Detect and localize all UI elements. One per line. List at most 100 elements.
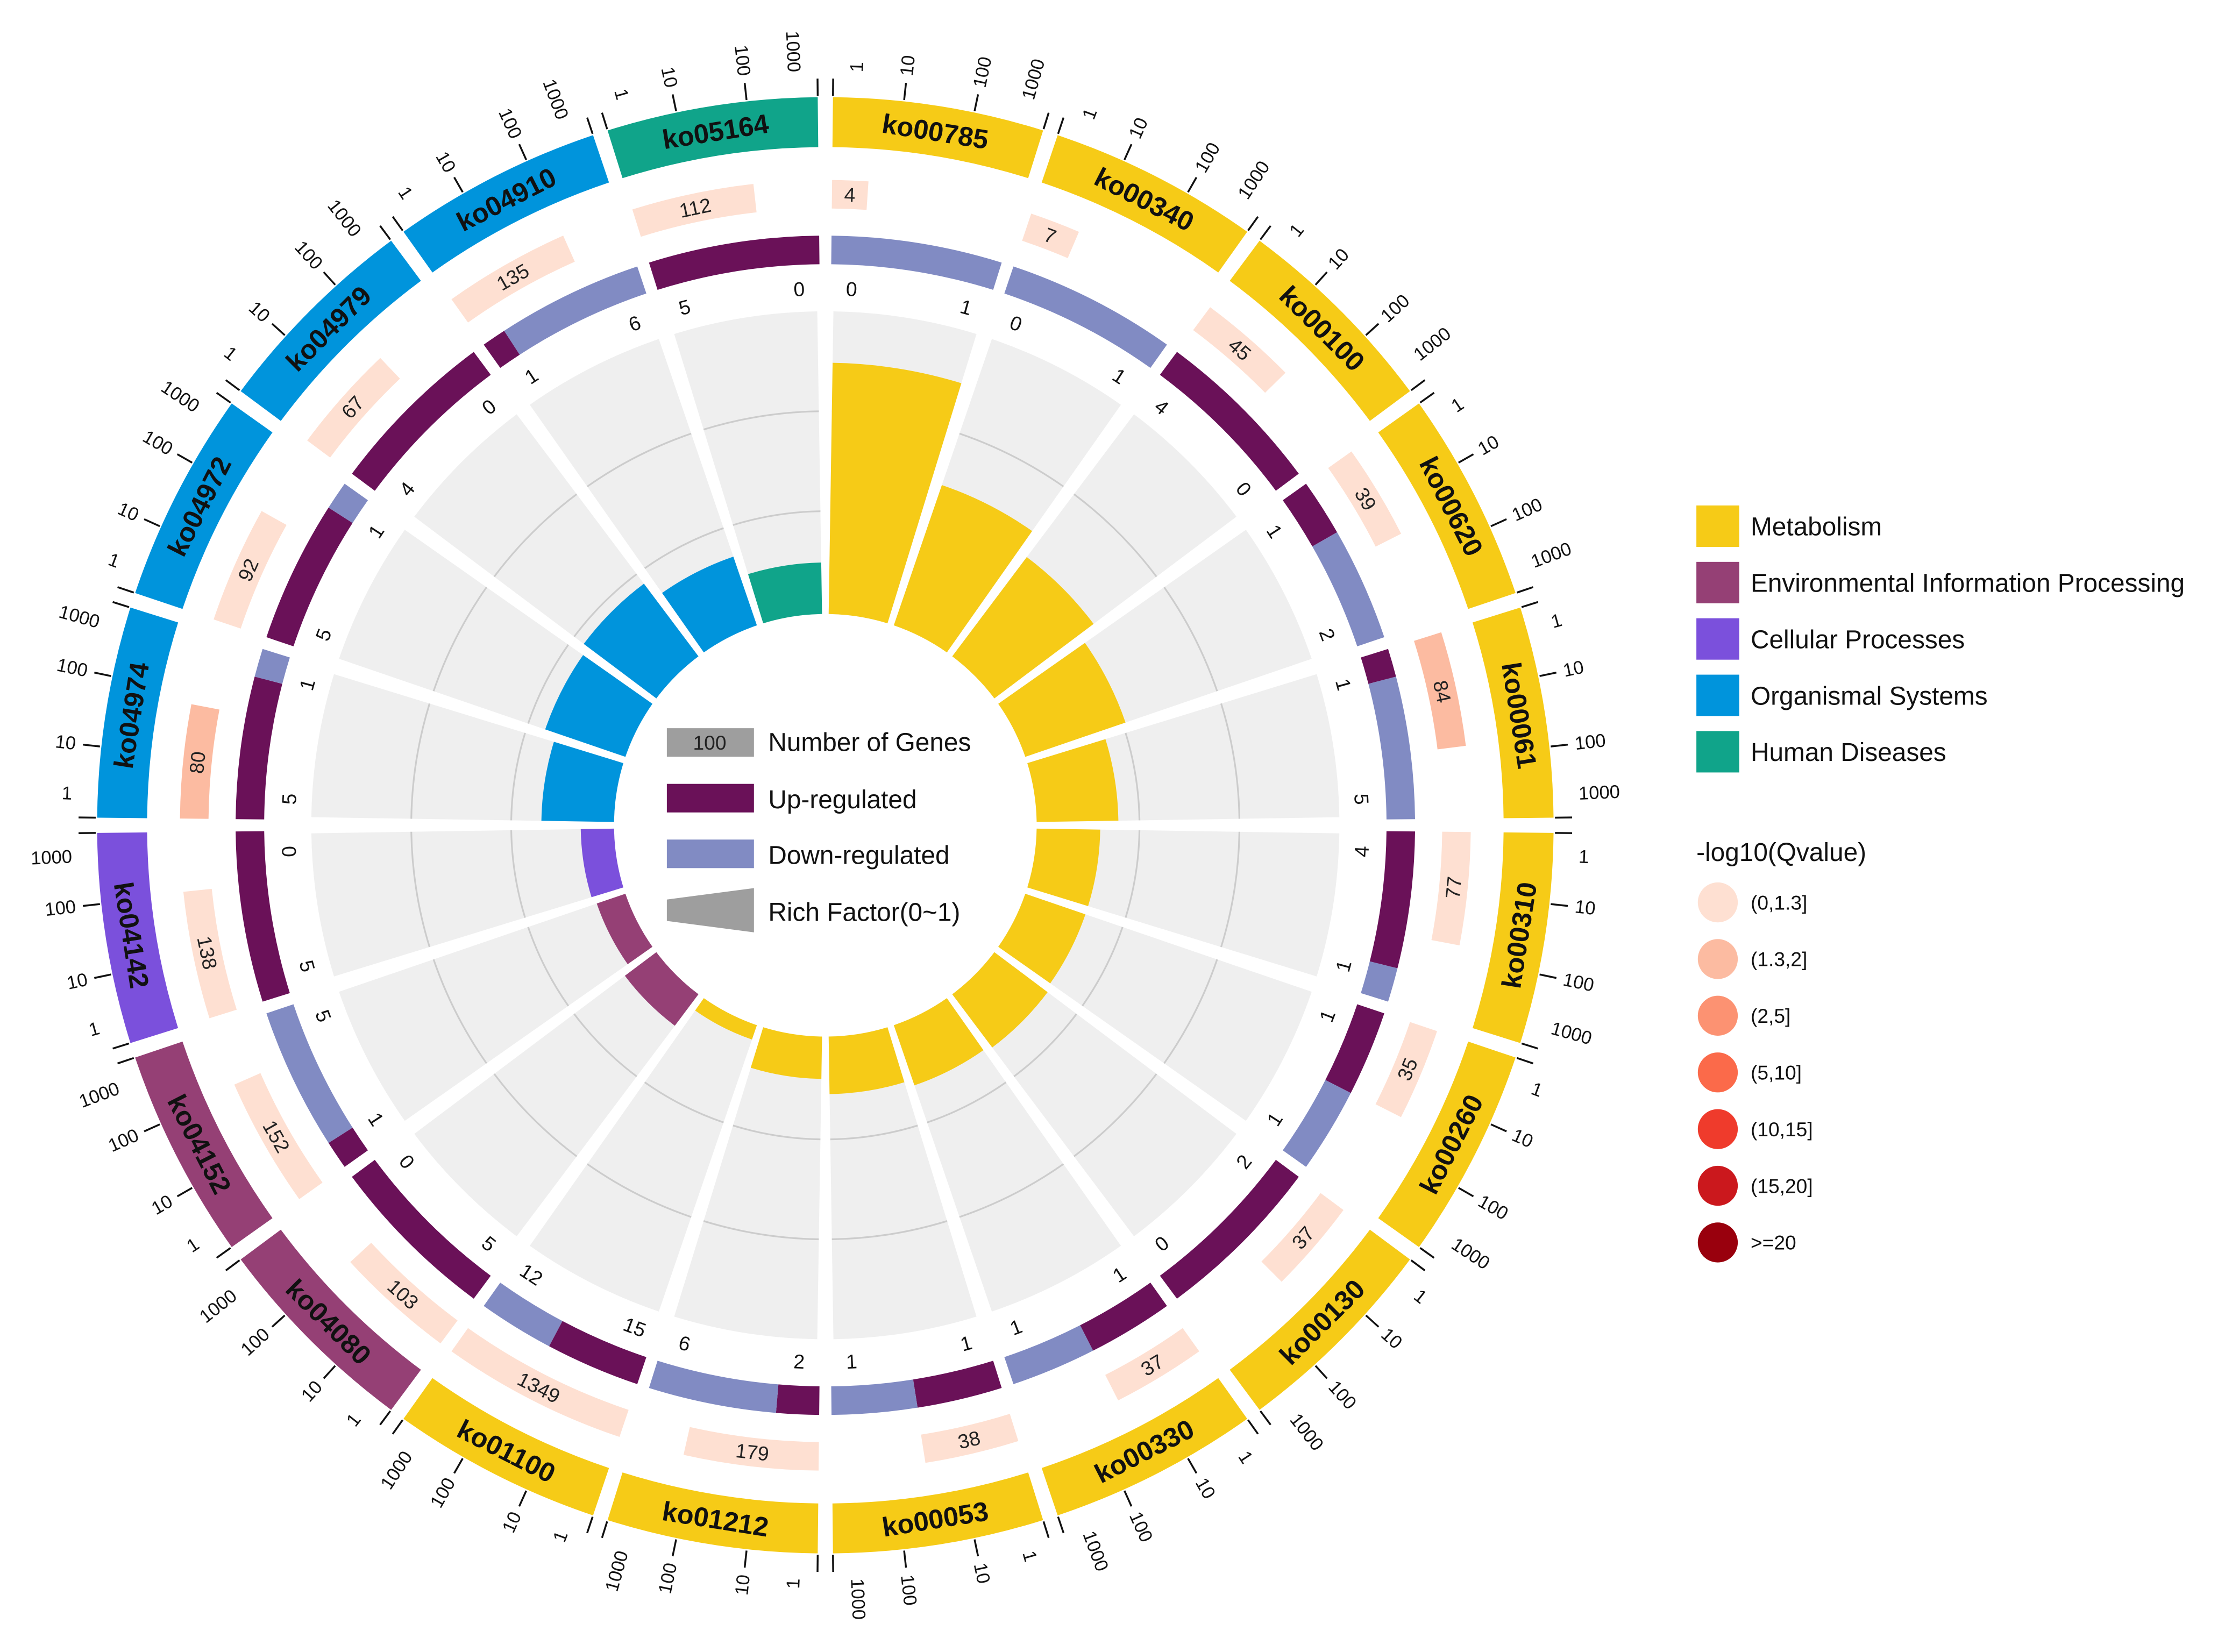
down-regulated-bar xyxy=(1361,961,1398,1002)
grid-circle xyxy=(527,927,570,1007)
axis-tick-label: 10 xyxy=(897,54,919,77)
axis-tick xyxy=(82,903,101,907)
category-band xyxy=(97,832,179,1043)
axis-tick xyxy=(1314,271,1328,286)
qvalue-legend-label: (0,1.3] xyxy=(1751,891,1807,914)
axis-tick-label: 10 xyxy=(431,148,459,176)
grid-circle xyxy=(1125,830,1141,918)
panel-background xyxy=(529,998,757,1312)
up-legend-label: Up-regulated xyxy=(768,786,916,814)
axis-tick-label: 1000 xyxy=(56,602,102,632)
qvalue-legend-dot xyxy=(1697,995,1738,1036)
gene-count-box xyxy=(350,1242,458,1344)
grid-circle xyxy=(1073,493,1157,578)
axis-tick-label: 10 xyxy=(1125,115,1152,142)
axis-tick xyxy=(225,1259,240,1271)
axis-tick xyxy=(1410,379,1426,391)
down-regulated-bar xyxy=(1312,532,1384,646)
axis-tick xyxy=(1419,391,1435,404)
down-regulated-bar xyxy=(504,266,646,355)
rich-factor-bar xyxy=(545,655,653,757)
panel-background xyxy=(311,828,624,977)
axis-tick xyxy=(1490,1123,1507,1133)
genes-legend-label: Number of Genes xyxy=(768,729,971,757)
qvalue-legend-label: (10,15] xyxy=(1751,1118,1813,1141)
category-band xyxy=(240,1229,421,1410)
axis-tick-label: 10 xyxy=(54,731,77,754)
down-count-label: 1 xyxy=(1262,1108,1287,1130)
axis-tick-label: 1000 xyxy=(323,196,365,241)
gene-count-box xyxy=(1431,831,1471,946)
down-regulated-bar xyxy=(1368,677,1416,820)
down-count-label: 1 xyxy=(1007,1315,1025,1340)
down-count-label: 2 xyxy=(1314,625,1340,644)
axis-tick xyxy=(112,1042,130,1050)
axis-tick xyxy=(671,1539,677,1557)
axis-tick-label: 1 xyxy=(1285,220,1308,241)
gene-count-box xyxy=(921,1414,1019,1463)
rich-legend-label: Rich Factor(0~1) xyxy=(768,899,960,927)
gene-count-label: 4 xyxy=(844,183,856,206)
up-count-label: 5 xyxy=(676,295,693,319)
axis-tick-label: 1000 xyxy=(1549,1018,1594,1049)
axis-tick-label: 1000 xyxy=(31,846,73,868)
up-regulated-bar xyxy=(1361,649,1396,684)
axis-tick-label: 1000 xyxy=(1018,56,1049,102)
grid-circle xyxy=(586,432,692,488)
axis-tick xyxy=(453,1458,464,1474)
axis-tick-label: 1 xyxy=(549,1528,572,1545)
qvalue-legend-dot xyxy=(1697,1109,1738,1149)
axis-tick-label: 1 xyxy=(1234,1448,1257,1468)
up-regulated-bar xyxy=(236,677,282,820)
rich-factor-bar xyxy=(748,562,822,624)
down-regulated-bar xyxy=(266,1004,353,1143)
qvalue-legend-dot xyxy=(1697,1052,1738,1093)
up-count-label: 5 xyxy=(278,793,301,806)
grid-circle xyxy=(1013,1013,1077,1078)
axis-tick xyxy=(1124,1490,1133,1507)
down-count-label: 12 xyxy=(516,1259,547,1290)
axis-tick-label: 10 xyxy=(115,499,142,525)
category-legend-label: Cellular Processes xyxy=(1751,625,1965,654)
down-count-label: 1 xyxy=(364,521,388,542)
up-regulated-bar xyxy=(913,1361,1002,1408)
up-legend-swatch xyxy=(666,784,754,813)
category-band xyxy=(403,1378,609,1515)
axis-tick xyxy=(323,271,336,286)
gene-count-box xyxy=(1414,632,1466,750)
axis-tick-label: 10 xyxy=(970,1561,994,1585)
down-regulated-bar xyxy=(328,483,368,523)
grid-circle xyxy=(733,1124,821,1141)
rich-factor-bar xyxy=(695,998,757,1040)
down-count-label: 6 xyxy=(626,311,644,336)
axis-tick-label: 1000 xyxy=(1410,323,1455,365)
grid-circle xyxy=(830,1124,918,1141)
axis-tick-label: 1 xyxy=(1448,394,1468,416)
grid-circle xyxy=(432,959,487,1064)
axis-tick-label: 10 xyxy=(657,65,681,89)
up-count-label: 1 xyxy=(521,364,542,388)
axis-tick-label: 1 xyxy=(183,1234,203,1257)
axis-tick-label: 10 xyxy=(1561,657,1586,681)
up-regulated-bar xyxy=(549,1321,646,1384)
gene-count-box xyxy=(632,184,757,237)
rich-factor-bar xyxy=(952,952,1048,1048)
grid-circle xyxy=(410,831,431,948)
qvalue-legend-label: (5,10] xyxy=(1751,1062,1802,1084)
down-regulated-bar xyxy=(1004,1325,1093,1384)
rich-factor-bar xyxy=(952,557,1094,699)
axis-tick xyxy=(117,1057,134,1065)
axis-tick-label: 1000 xyxy=(1448,1234,1494,1274)
axis-tick xyxy=(1314,1365,1328,1379)
grid-circle xyxy=(831,1220,948,1241)
gene-count-box xyxy=(234,1073,323,1199)
axis-tick-label: 1000 xyxy=(1285,1409,1327,1455)
axis-tick-label: 1 xyxy=(394,183,416,203)
panel-background xyxy=(339,893,653,1121)
panel-background xyxy=(414,952,699,1237)
